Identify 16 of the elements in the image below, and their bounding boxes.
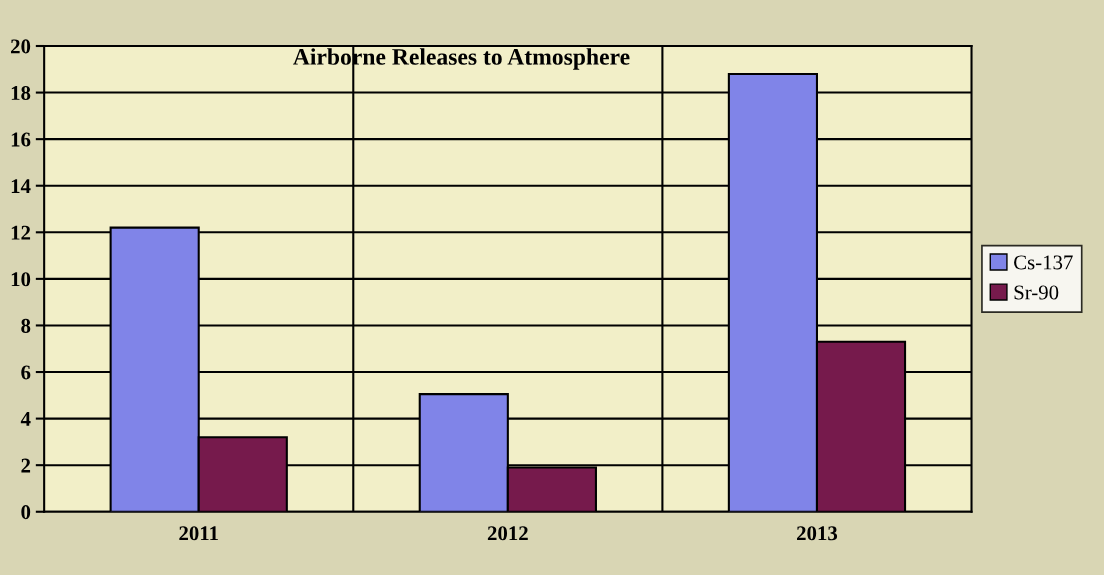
y-tick-label: 8	[21, 318, 31, 333]
legend-label: Cs-137	[1014, 255, 1073, 270]
x-tick-label: 2013	[797, 526, 838, 541]
legend-label: Sr-90	[1014, 285, 1059, 300]
y-tick-label: 6	[21, 365, 31, 380]
y-tick-label: 0	[21, 505, 31, 520]
y-tick-label: 18	[11, 85, 31, 101]
y-tick-label: 2	[21, 458, 31, 473]
y-tick-label: 16	[11, 132, 31, 147]
x-tick-label: 2011	[179, 526, 218, 541]
y-tick-label: 20	[11, 39, 31, 54]
y-tick-label: 14	[11, 179, 31, 193]
y-tick-label: 10	[11, 272, 31, 287]
x-tick-label: 2012	[487, 526, 528, 541]
y-tick-label: 4	[20, 412, 31, 426]
y-tick-label: 12	[11, 225, 31, 240]
